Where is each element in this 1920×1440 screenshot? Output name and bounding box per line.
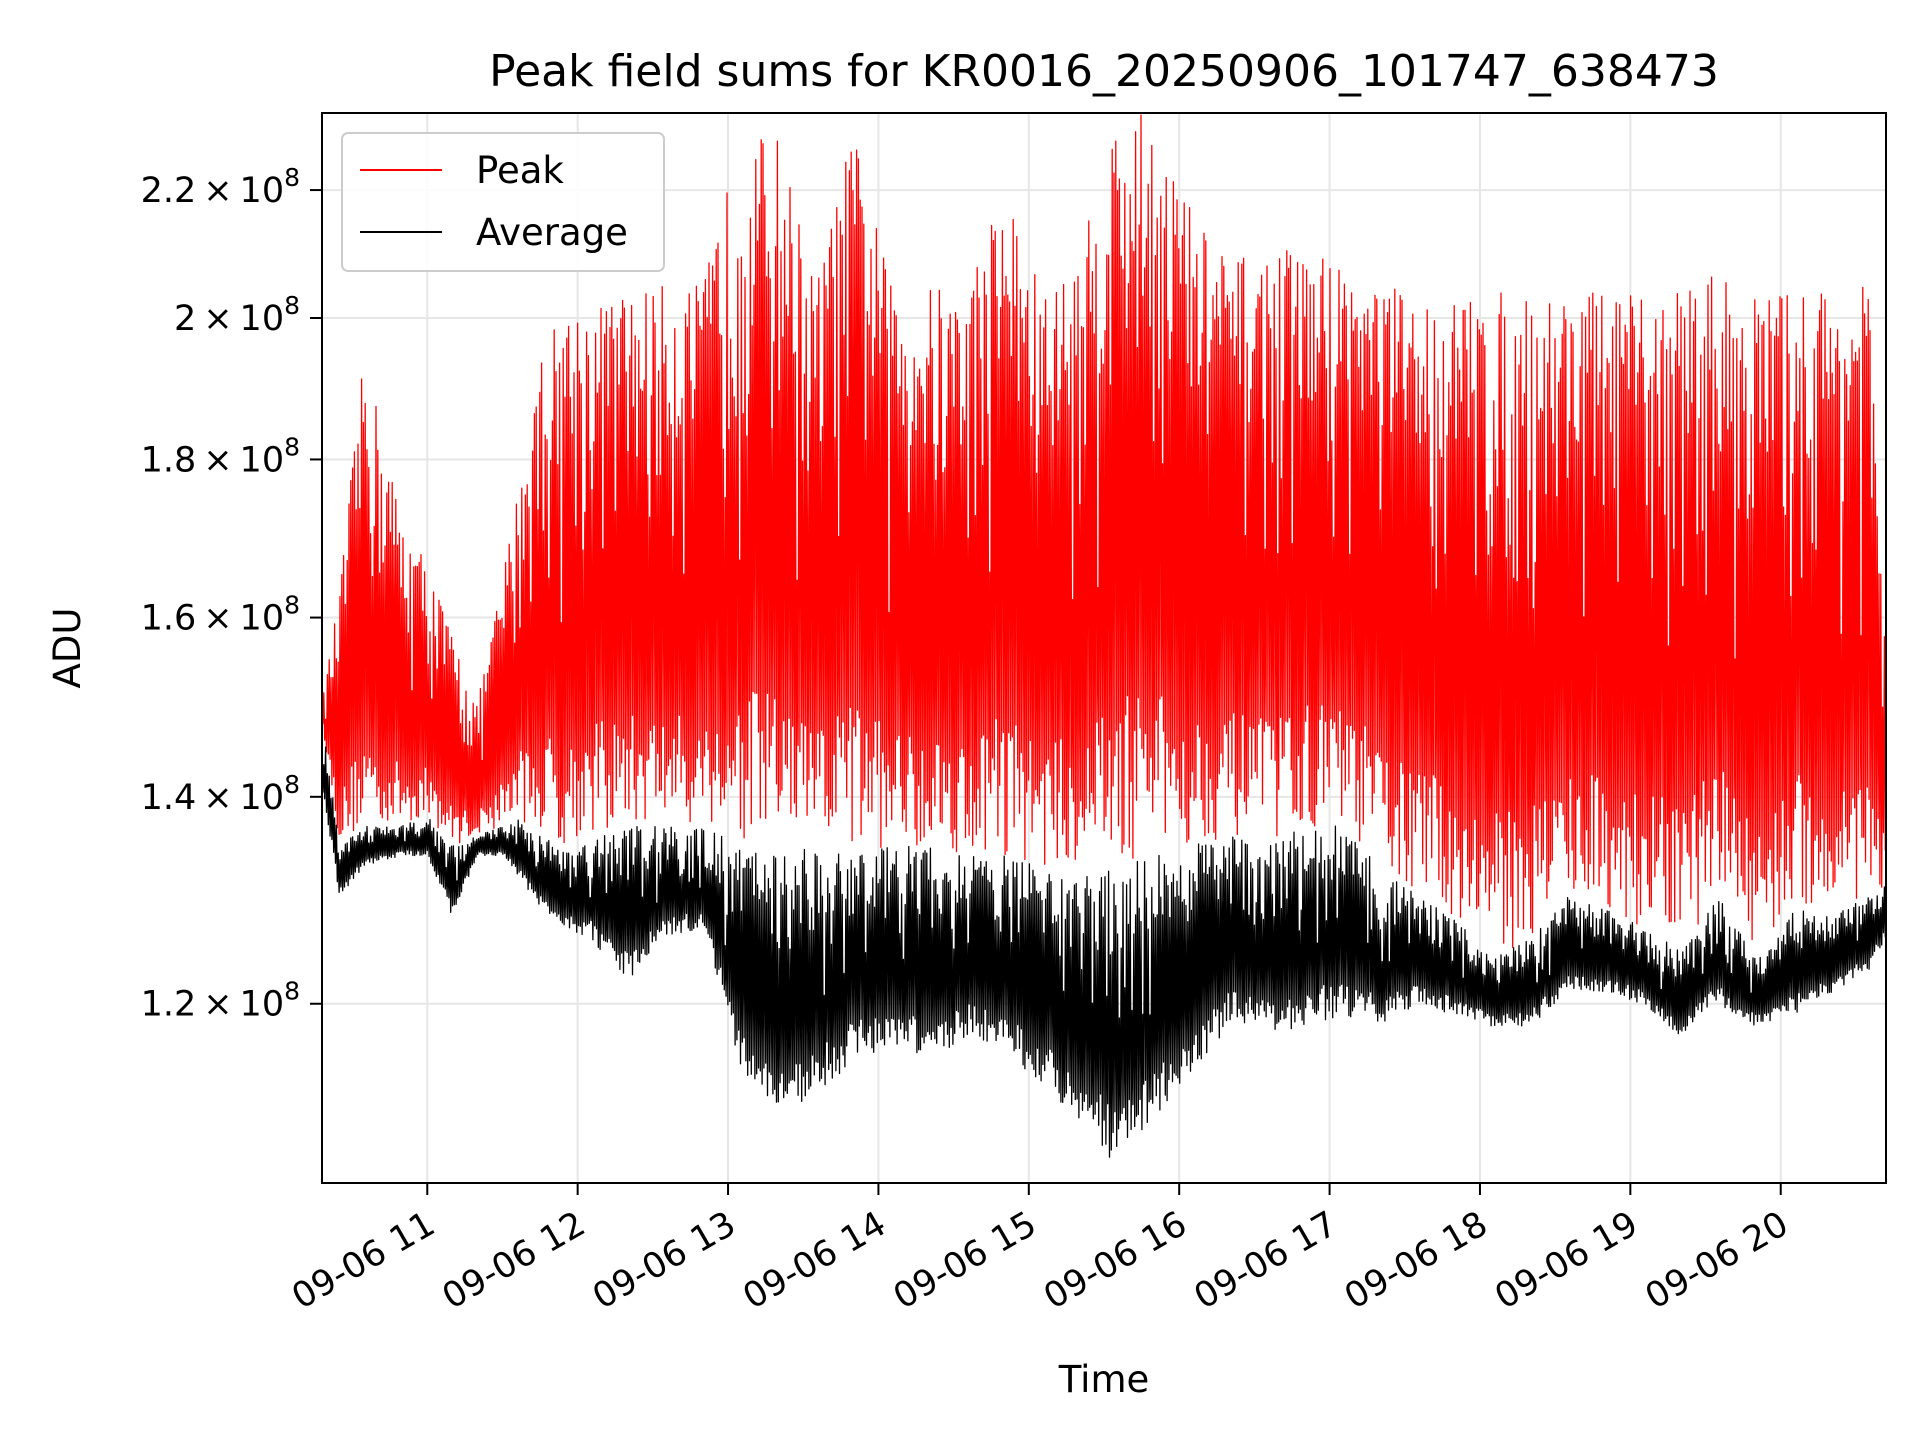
- y-tick-times: × 10: [196, 440, 284, 480]
- y-tick-exponent: 8: [284, 291, 300, 320]
- y-tick-mantissa: 1.2: [141, 985, 197, 1025]
- x-axis-label: Time: [1058, 1358, 1150, 1401]
- y-tick-label: 2 × 108: [174, 291, 300, 339]
- y-tick-label: 1.4 × 108: [141, 770, 300, 818]
- legend-box: [341, 132, 665, 272]
- chart-title: Peak field sums for KR0016_20250906_1017…: [489, 46, 1719, 97]
- y-axis-label: ADU: [46, 608, 89, 689]
- y-tick-mantissa: 1.8: [141, 440, 197, 480]
- y-tick-exponent: 8: [284, 432, 300, 461]
- y-tick-exponent: 8: [284, 977, 300, 1006]
- plot-series: [322, 114, 1886, 1158]
- plot-area-frame: [321, 112, 1887, 1184]
- y-tick-times: × 10: [196, 985, 284, 1025]
- legend-label-peak: Peak: [476, 149, 564, 192]
- y-tick-times: × 10: [196, 599, 284, 639]
- y-tick-exponent: 8: [284, 163, 300, 192]
- y-tick-label: 1.8 × 108: [141, 432, 300, 480]
- legend: Peak Average: [341, 132, 665, 272]
- y-tick-times: × 10: [196, 171, 284, 211]
- y-tick-times: × 10: [196, 778, 284, 818]
- legend-label-average: Average: [476, 211, 628, 254]
- y-tick-exponent: 8: [284, 770, 300, 799]
- y-tick-mantissa: 2: [174, 299, 196, 339]
- y-tick-label: 1.2 × 108: [141, 977, 300, 1025]
- y-tick-times: × 10: [196, 299, 284, 339]
- y-tick-label: 1.6 × 108: [141, 591, 300, 639]
- y-tick-mantissa: 1.6: [141, 599, 197, 639]
- series-peak-line: [322, 114, 1886, 949]
- y-tick-label: 2.2 × 108: [141, 163, 300, 211]
- y-tick-mantissa: 1.4: [141, 778, 197, 818]
- y-tick-mantissa: 2.2: [141, 171, 197, 211]
- y-tick-exponent: 8: [284, 591, 300, 620]
- series-average-line: [322, 746, 1886, 1158]
